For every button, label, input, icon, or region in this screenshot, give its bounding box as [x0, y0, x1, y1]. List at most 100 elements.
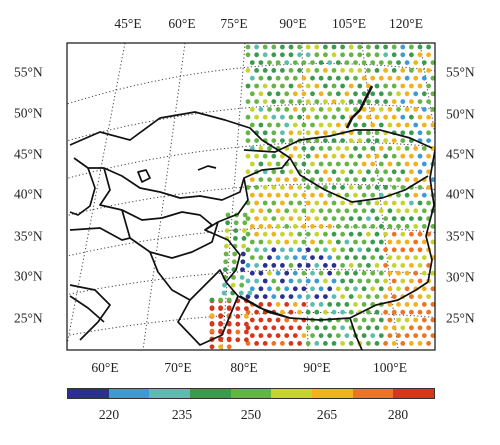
parallel-30n: [67, 268, 435, 296]
temperature-dot: [222, 282, 227, 288]
temperature-dot: [242, 228, 247, 234]
temperature-dot: [400, 309, 406, 315]
temperature-dot: [233, 220, 239, 226]
border-china-west: [204, 177, 429, 321]
temperature-dot: [400, 99, 406, 104]
temperature-dot: [292, 177, 298, 183]
temperature-dot: [391, 169, 397, 175]
temperature-dot: [258, 192, 264, 198]
colorbar-tick-235: 235: [171, 407, 193, 422]
temperature-dot: [254, 200, 259, 206]
temperature-dot: [396, 91, 401, 97]
temperature-dot: [383, 114, 388, 120]
temperature-dot: [387, 161, 393, 167]
temperature-dot: [400, 278, 406, 284]
temperature-dot: [344, 255, 350, 260]
temperature-dot: [374, 231, 380, 237]
temperature-dot: [305, 325, 311, 331]
temperature-dot: [413, 208, 419, 214]
temperature-dot: [348, 278, 354, 284]
temperature-dot: [262, 216, 268, 222]
temperature-dot: [366, 83, 371, 89]
temperature-dot: [421, 192, 427, 198]
border-russia-mongolia: [243, 129, 433, 153]
temperature-dot: [387, 302, 393, 307]
temperature-dot: [361, 302, 367, 307]
temperature-dot: [314, 68, 320, 73]
temperature-dot: [280, 44, 285, 50]
temperature-dot: [254, 99, 259, 104]
temperature-dot: [249, 75, 255, 81]
temperature-dot: [348, 309, 354, 315]
temperature-dot: [292, 75, 298, 81]
temperature-dot: [421, 255, 427, 260]
temperature-dot: [249, 161, 255, 167]
temperature-dot: [245, 52, 251, 58]
temperature-dot: [421, 91, 427, 97]
temperature-dot: [400, 68, 406, 73]
temperature-dot: [340, 99, 345, 104]
temperature-dot: [370, 146, 376, 151]
temperature-dot: [340, 247, 345, 253]
temperature-dot: [374, 216, 380, 222]
temperature-dot: [271, 263, 277, 268]
temperature-dot: [288, 130, 294, 136]
temperature-dot: [409, 309, 414, 315]
temperature-dot: [323, 309, 328, 315]
temperature-dot: [288, 68, 294, 73]
meridian-45e: [67, 43, 126, 348]
temperature-dot: [292, 286, 298, 292]
temperature-dot: [240, 251, 246, 257]
temperature-dot: [267, 270, 272, 276]
temperature-dot: [353, 192, 358, 198]
temperature-dot: [417, 153, 423, 159]
temperature-dot: [335, 255, 341, 260]
temperature-dot: [383, 185, 388, 190]
temperature-dot: [305, 231, 311, 237]
temperature-dot: [387, 208, 393, 214]
temperature-dot: [301, 255, 307, 260]
temperature-dot: [387, 122, 393, 128]
temperature-dot: [430, 239, 435, 245]
temperature-dot: [314, 325, 320, 331]
temperature-dot: [254, 52, 259, 58]
temperature-dot: [305, 153, 311, 159]
top-label-60e: 60°E: [168, 16, 196, 31]
temperature-dot: [271, 325, 277, 331]
temperature-dot: [301, 192, 307, 198]
temperature-dot: [327, 224, 333, 229]
temperature-dot: [344, 208, 350, 214]
temperature-dot: [297, 99, 302, 104]
temperature-dot: [357, 138, 363, 144]
temperature-dot: [357, 325, 363, 331]
temperature-dot: [344, 60, 350, 65]
temperature-dot: [288, 114, 294, 120]
temperature-dot: [280, 263, 285, 268]
temperature-dot: [331, 231, 337, 237]
right-label-40n: 40°N: [446, 186, 475, 202]
temperature-dot: [245, 231, 251, 237]
temperature-dot: [323, 294, 328, 299]
temperature-dot: [348, 68, 354, 73]
temperature-dot: [280, 325, 285, 331]
temperature-dot: [378, 286, 384, 292]
temperature-dot: [297, 309, 302, 315]
temperature-dot: [413, 192, 419, 198]
temperature-dot: [335, 177, 341, 183]
temperature-dot: [361, 177, 367, 183]
temperature-dot: [409, 83, 414, 89]
temperature-dot: [267, 177, 272, 183]
temperature-dot: [396, 270, 401, 276]
temperature-dot: [400, 185, 406, 190]
temperature-dot: [301, 60, 307, 65]
temperature-dot: [361, 255, 367, 260]
colorbar-segment-9: [393, 389, 435, 398]
temperature-dot: [396, 224, 401, 229]
temperature-dot: [249, 239, 255, 245]
temperature-dot: [258, 75, 264, 81]
temperature-dot: [421, 239, 427, 245]
temperature-dot: [209, 344, 215, 350]
temperature-dot: [430, 302, 435, 307]
temperature-dot: [271, 130, 277, 136]
temperature-dot: [292, 302, 298, 307]
